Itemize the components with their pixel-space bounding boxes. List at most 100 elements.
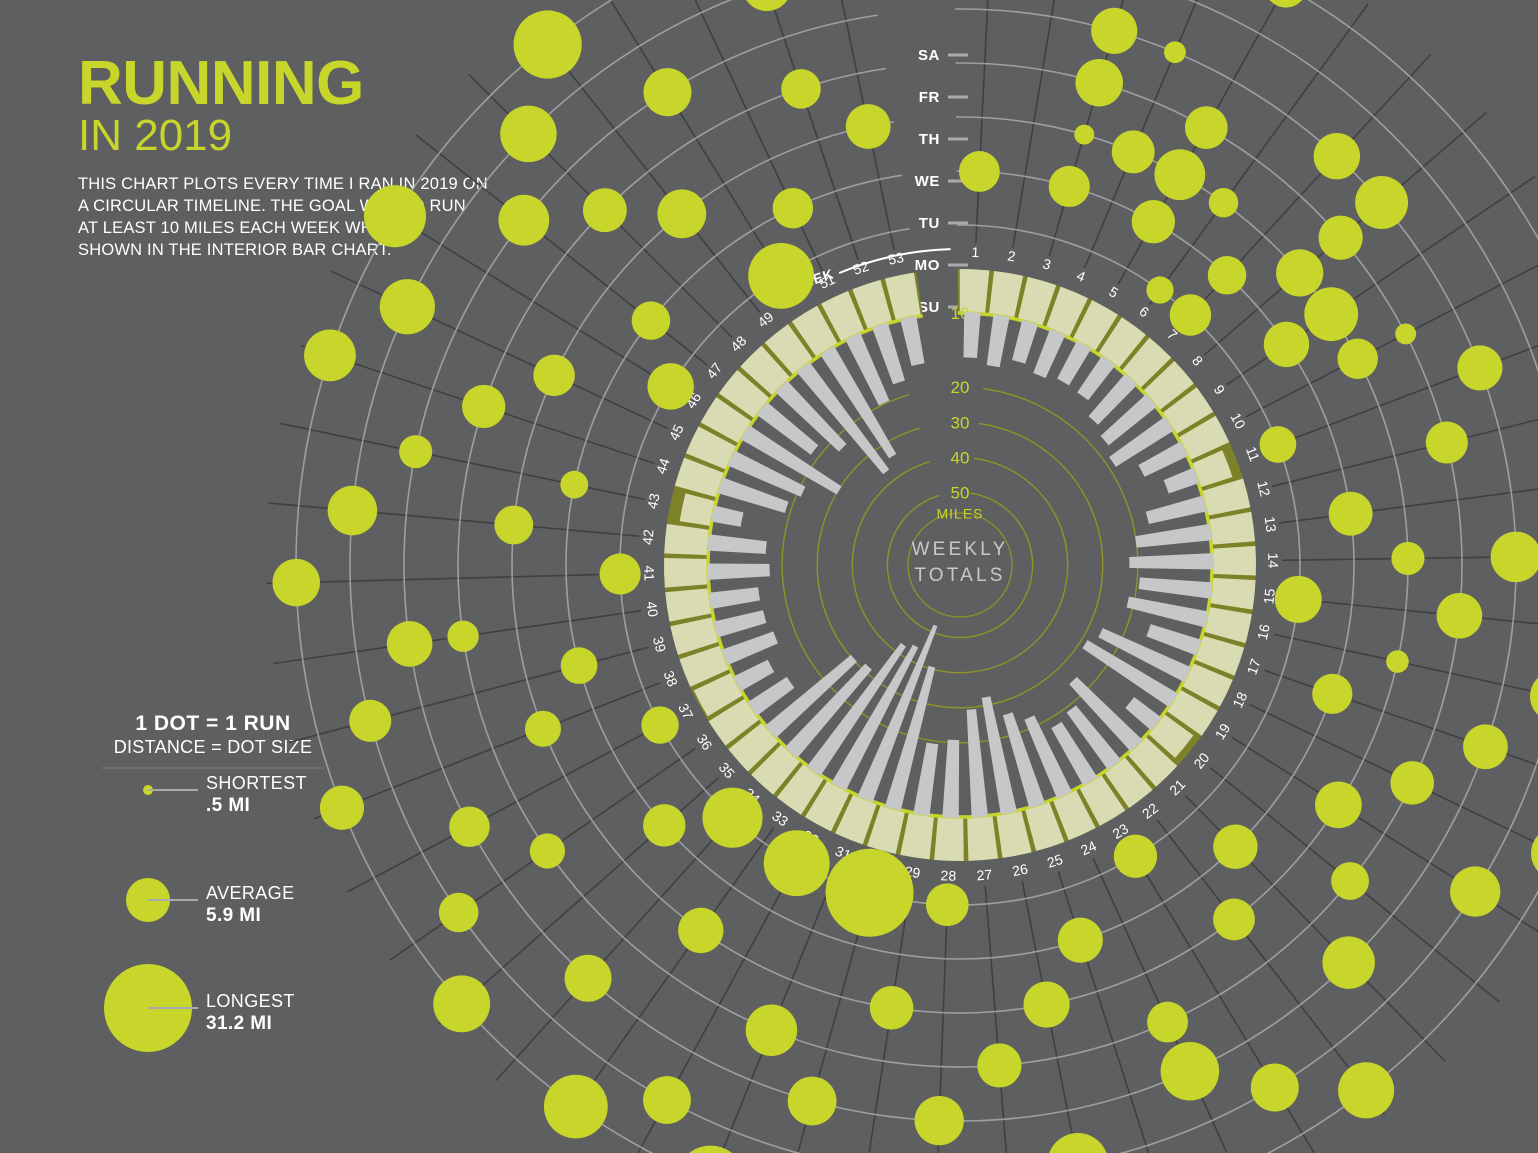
goal-segment-week-16 [1203,606,1252,644]
run-dot [1331,862,1369,900]
run-dot [272,558,320,607]
week-tick-label-36: 36 [694,731,716,753]
run-dot [641,706,679,744]
week-tick-label-14: 14 [1265,553,1281,569]
weekly-total-bar-week-2 [986,314,1010,368]
center-caption-line-2: TOTALS [914,565,1005,586]
goal-segment-week-39 [670,617,720,655]
title-block: RUNNING IN 2019 THIS CHART PLOTS EVERY T… [78,49,498,262]
legend-title: 1 DOT = 1 RUN [135,712,291,735]
weekly-total-bar-week-11 [1163,467,1200,494]
goal-segment-week-5 [1072,300,1118,352]
goal-segment-week-22 [1103,756,1153,808]
run-dot [869,985,914,1030]
run-dot [772,187,814,229]
week-tick-label-51: 51 [817,271,838,292]
weekly-total-bar-week-17 [1146,624,1202,656]
run-dot [1337,338,1378,380]
goal-segment-week-29 [900,811,935,860]
week-spoke [266,572,639,585]
run-dot [379,279,435,335]
weekly-total-bar-week-15 [1138,577,1213,599]
week-tick-label-53: 53 [887,249,906,268]
page-subtitle: IN 2019 [78,111,233,161]
week-spoke [1279,488,1538,524]
center-caption: WEEKLY TOTALS [912,539,1006,586]
goal-segment-week-33 [776,762,825,815]
goal-segment-week-21 [1126,736,1178,787]
weekly-total-bar-week-26 [981,696,1017,815]
page-title: RUNNING [78,49,364,118]
run-dot [1338,1062,1395,1119]
run-dot [1263,321,1310,368]
week-spoke [609,0,792,292]
week-tick-label-25: 25 [1045,851,1065,871]
week-spoke [868,883,912,1153]
week-spoke [937,886,949,1153]
miles-unit-label: MILES [936,505,983,521]
run-dot [1154,149,1206,201]
run-dot [1531,835,1538,872]
legend-text-longest: LONGEST 31.2 MI [206,991,295,1035]
legend-text-shortest: SHORTEST .5 MI [206,773,307,817]
weekly-total-bar-week-5 [1057,340,1092,386]
weekly-total-bar-week-28 [942,739,960,818]
week-spoke [557,827,775,1132]
goal-segment-week-44 [674,457,726,498]
mile-ring-40 [851,457,1069,674]
run-dot [1208,187,1239,218]
goal-segment-week-18 [1181,662,1233,707]
weekly-total-bar-week-53 [900,315,925,366]
mile-ring-label-50: 50 [951,483,970,502]
goal-segment-week-37 [693,672,744,717]
run-dot [582,188,627,233]
weekly-total-bar-week-6 [1077,355,1116,401]
week-tick-label-26: 26 [1011,860,1030,879]
run-dot [1146,276,1174,304]
goal-segment-week-2 [988,270,1024,319]
week-spoke [1281,555,1538,562]
run-dot [781,69,821,109]
goal-segment-week-45 [685,426,738,470]
week-tick-label-16: 16 [1254,622,1273,641]
weekly-total-bar-week-4 [1033,328,1066,379]
run-dot [449,806,490,848]
week-tick-label-9: 9 [1211,382,1229,398]
run-dot [689,1145,733,1153]
week-tick-label-3: 3 [1041,255,1053,273]
goal-segment-week-34 [751,743,802,795]
run-dot [925,883,969,927]
week-tick-label-43: 43 [644,492,663,511]
run-dot [647,363,694,410]
goal-segment-week-23 [1079,774,1126,826]
week-tick-label-21: 21 [1166,776,1188,798]
run-dot [1436,592,1483,639]
legend-value: 5.9 MI [206,905,262,926]
run-dot [433,975,491,1033]
run-dot [1147,1001,1188,1043]
goal-segment-week-13 [1207,511,1256,545]
week-tick-label-15: 15 [1260,588,1278,605]
run-dot [1322,936,1375,989]
week-tick-label-11: 11 [1243,444,1263,463]
goal-segment-week-36 [708,698,761,746]
mile-ring-label-40: 40 [951,448,970,467]
week-spoke [1021,880,1077,1153]
week-spoke [1148,3,1369,306]
week-tick-label-38: 38 [661,668,682,689]
run-dot [1355,176,1409,229]
weekly-total-bar-week-39 [713,610,767,638]
weekly-total-bar-week-29 [913,742,939,817]
run-dot [763,830,830,897]
run-dot [1111,130,1155,174]
run-dot [678,907,724,954]
description-line-4: SHOWN IN THE INTERIOR BAR CHART. [78,240,392,259]
goal-segment-week-9 [1161,387,1214,435]
week-spoke [1083,0,1198,269]
goal-segment-week-38 [679,645,731,687]
mile-ring-30 [816,422,1104,709]
run-dot [1304,287,1359,342]
week-tick-label-37: 37 [675,701,697,722]
week-tick-label-27: 27 [976,866,993,883]
run-dot [319,785,365,830]
